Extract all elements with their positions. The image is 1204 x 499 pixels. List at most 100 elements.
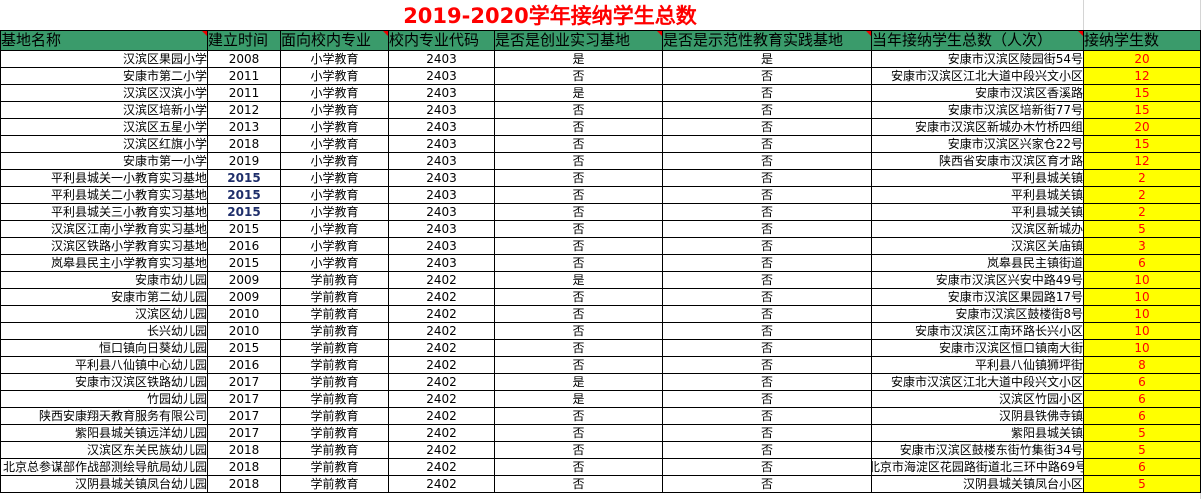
cell-demo-base[interactable]: 否 <box>662 373 872 391</box>
cell-major-code[interactable]: 2403 <box>388 67 495 85</box>
cell-major[interactable]: 学前教育 <box>280 441 389 459</box>
cell-address[interactable]: 安康市汉滨区江北大道中段兴文小区 <box>871 67 1084 85</box>
cell-student-count[interactable]: 2 <box>1083 186 1201 204</box>
cell-demo-base[interactable]: 否 <box>662 407 872 425</box>
cell-demo-base[interactable]: 否 <box>662 186 872 204</box>
cell-demo-base[interactable]: 否 <box>662 84 872 102</box>
cell-demo-base[interactable]: 否 <box>662 475 872 493</box>
cell-address[interactable]: 安康市汉滨区鼓楼东街竹集街34号 <box>871 441 1084 459</box>
cell-major-code[interactable]: 2403 <box>388 186 495 204</box>
cell-major[interactable]: 小学教育 <box>280 254 389 272</box>
cell-startup-base[interactable]: 否 <box>494 203 663 221</box>
cell-base-name[interactable]: 汉滨区培新小学 <box>0 101 208 119</box>
cell-student-count[interactable]: 15 <box>1083 84 1201 102</box>
cell-student-count[interactable]: 15 <box>1083 135 1201 153</box>
cell-demo-base[interactable]: 否 <box>662 237 872 255</box>
cell-demo-base[interactable]: 否 <box>662 118 872 136</box>
cell-address[interactable]: 汉阴县铁佛寺镇 <box>871 407 1084 425</box>
cell-base-name[interactable]: 汉滨区汉滨小学 <box>0 84 208 102</box>
cell-demo-base[interactable]: 否 <box>662 339 872 357</box>
cell-address[interactable]: 安康市汉滨区兴安中路49号 <box>871 271 1084 289</box>
cell-founded[interactable]: 2015 <box>207 169 281 187</box>
cell-address[interactable]: 安康市汉滨区江南环路长兴小区 <box>871 322 1084 340</box>
cell-startup-base[interactable]: 否 <box>494 237 663 255</box>
cell-major[interactable]: 学前教育 <box>280 458 389 476</box>
cell-major[interactable]: 小学教育 <box>280 118 389 136</box>
cell-student-count[interactable]: 3 <box>1083 237 1201 255</box>
cell-student-count[interactable]: 8 <box>1083 356 1201 374</box>
cell-major[interactable]: 学前教育 <box>280 390 389 408</box>
cell-startup-base[interactable]: 否 <box>494 67 663 85</box>
header-demo-base[interactable]: 是否是示范性教育实践基地 <box>662 30 872 51</box>
cell-major[interactable]: 小学教育 <box>280 203 389 221</box>
cell-founded[interactable]: 2008 <box>207 50 281 68</box>
cell-address[interactable]: 安康市汉滨区陵园街54号 <box>871 50 1084 68</box>
cell-major[interactable]: 学前教育 <box>280 424 389 442</box>
cell-major[interactable]: 小学教育 <box>280 67 389 85</box>
cell-base-name[interactable]: 北京总参谋部作战部测绘导航局幼儿园 <box>0 458 208 476</box>
cell-major[interactable]: 小学教育 <box>280 50 389 68</box>
cell-student-count[interactable]: 20 <box>1083 50 1201 68</box>
header-student-count[interactable]: 接纳学生数 <box>1083 30 1201 51</box>
cell-major-code[interactable]: 2403 <box>388 169 495 187</box>
cell-major-code[interactable]: 2402 <box>388 339 495 357</box>
cell-startup-base[interactable]: 是 <box>494 390 663 408</box>
cell-address[interactable]: 安康市汉滨区江北大道中段兴文小区 <box>871 373 1084 391</box>
cell-major-code[interactable]: 2403 <box>388 118 495 136</box>
cell-founded[interactable]: 2018 <box>207 458 281 476</box>
cell-major[interactable]: 学前教育 <box>280 356 389 374</box>
cell-major-code[interactable]: 2402 <box>388 356 495 374</box>
cell-address[interactable]: 紫阳县城关镇 <box>871 424 1084 442</box>
cell-address[interactable]: 安康市汉滨区培新街77号 <box>871 101 1084 119</box>
cell-major-code[interactable]: 2402 <box>388 441 495 459</box>
cell-startup-base[interactable]: 否 <box>494 288 663 306</box>
cell-founded[interactable]: 2011 <box>207 67 281 85</box>
cell-startup-base[interactable]: 是 <box>494 84 663 102</box>
cell-base-name[interactable]: 岚皋县民主小学教育实习基地 <box>0 254 208 272</box>
cell-founded[interactable]: 2017 <box>207 424 281 442</box>
cell-major[interactable]: 学前教育 <box>280 339 389 357</box>
cell-startup-base[interactable]: 否 <box>494 118 663 136</box>
header-major-code[interactable]: 校内专业代码 <box>388 30 495 51</box>
cell-major-code[interactable]: 2403 <box>388 203 495 221</box>
cell-major-code[interactable]: 2402 <box>388 305 495 323</box>
cell-demo-base[interactable]: 否 <box>662 458 872 476</box>
cell-student-count[interactable]: 6 <box>1083 373 1201 391</box>
cell-address[interactable]: 安康市汉滨区恒口镇南大街 <box>871 339 1084 357</box>
cell-founded[interactable]: 2019 <box>207 152 281 170</box>
cell-base-name[interactable]: 平利县城关一小教育实习基地 <box>0 169 208 187</box>
cell-major[interactable]: 学前教育 <box>280 475 389 493</box>
cell-student-count[interactable]: 20 <box>1083 118 1201 136</box>
cell-founded[interactable]: 2017 <box>207 407 281 425</box>
cell-student-count[interactable]: 12 <box>1083 152 1201 170</box>
cell-student-count[interactable]: 10 <box>1083 305 1201 323</box>
cell-base-name[interactable]: 汉滨区东关民族幼儿园 <box>0 441 208 459</box>
cell-major-code[interactable]: 2402 <box>388 407 495 425</box>
cell-major-code[interactable]: 2402 <box>388 390 495 408</box>
cell-major[interactable]: 学前教育 <box>280 322 389 340</box>
cell-startup-base[interactable]: 否 <box>494 169 663 187</box>
cell-demo-base[interactable]: 否 <box>662 424 872 442</box>
cell-address[interactable]: 汉阴县城关镇凤台小区 <box>871 475 1084 493</box>
cell-demo-base[interactable]: 否 <box>662 288 872 306</box>
cell-major[interactable]: 小学教育 <box>280 186 389 204</box>
cell-base-name[interactable]: 平利县八仙镇中心幼儿园 <box>0 356 208 374</box>
cell-address[interactable]: 汉滨区竹园小区 <box>871 390 1084 408</box>
cell-major-code[interactable]: 2403 <box>388 237 495 255</box>
cell-startup-base[interactable]: 否 <box>494 458 663 476</box>
cell-startup-base[interactable]: 否 <box>494 305 663 323</box>
cell-address[interactable]: 安康市汉滨区果园路17号 <box>871 288 1084 306</box>
cell-startup-base[interactable]: 否 <box>494 220 663 238</box>
cell-student-count[interactable]: 6 <box>1083 254 1201 272</box>
cell-major-code[interactable]: 2403 <box>388 101 495 119</box>
cell-startup-base[interactable]: 否 <box>494 424 663 442</box>
cell-founded[interactable]: 2017 <box>207 373 281 391</box>
cell-base-name[interactable]: 汉滨区幼儿园 <box>0 305 208 323</box>
cell-founded[interactable]: 2010 <box>207 322 281 340</box>
cell-student-count[interactable]: 6 <box>1083 458 1201 476</box>
cell-address[interactable]: 安康市汉滨区香溪路 <box>871 84 1084 102</box>
cell-base-name[interactable]: 汉滨区铁路小学教育实习基地 <box>0 237 208 255</box>
cell-address[interactable]: 安康市汉滨区兴家仓22号 <box>871 135 1084 153</box>
cell-demo-base[interactable]: 否 <box>662 67 872 85</box>
cell-base-name[interactable]: 汉滨区果园小学 <box>0 50 208 68</box>
